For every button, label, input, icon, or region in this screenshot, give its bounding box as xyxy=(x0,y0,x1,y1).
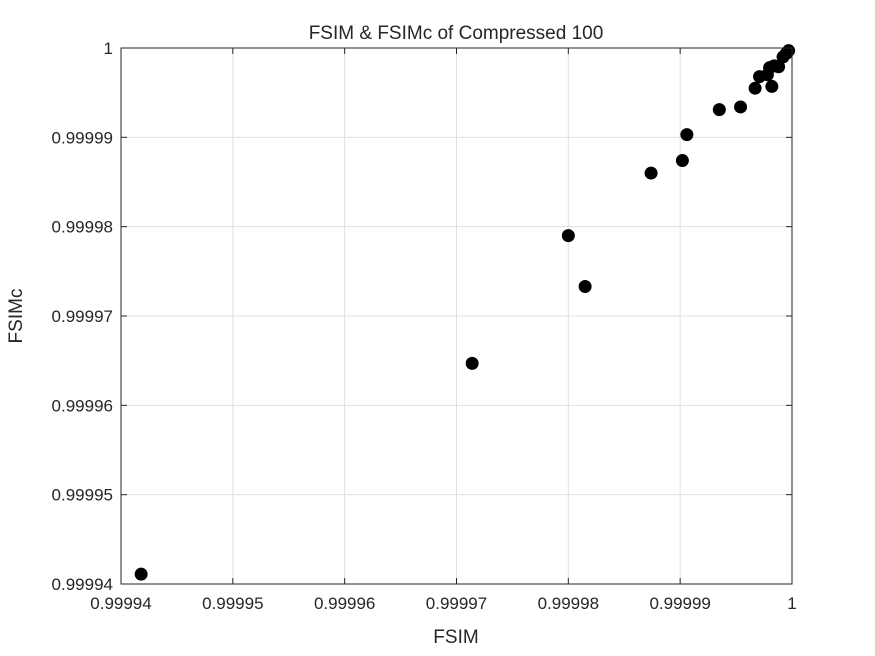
data-point xyxy=(765,79,779,93)
x-tick-label: 0.99998 xyxy=(538,594,599,613)
data-points xyxy=(134,44,796,581)
y-tick-label: 0.99997 xyxy=(52,307,113,326)
data-point xyxy=(712,103,726,117)
data-point xyxy=(680,128,694,142)
data-point xyxy=(561,229,575,243)
y-axis-label: FSIMc xyxy=(6,289,27,344)
x-axis-label: FSIM xyxy=(433,627,478,648)
data-point xyxy=(782,44,796,58)
chart-title: FSIM & FSIMc of Compressed 100 xyxy=(309,23,604,44)
x-tick-label: 0.99999 xyxy=(649,594,710,613)
data-point xyxy=(772,60,786,74)
data-point xyxy=(465,356,479,370)
data-point xyxy=(748,81,762,95)
data-point xyxy=(578,280,592,294)
y-tick-label: 0.99994 xyxy=(52,575,113,594)
data-point xyxy=(675,154,689,168)
x-tick-label: 0.99997 xyxy=(426,594,487,613)
x-tick-label: 0.99994 xyxy=(90,594,151,613)
y-tick-label: 1 xyxy=(104,39,113,58)
x-tick-label: 1 xyxy=(787,594,796,613)
axis-ticks: 0.99994 0.99995 0.99996 0.99997 0.99998 0.999… xyxy=(52,39,797,613)
y-tick-label: 0.99995 xyxy=(52,486,113,505)
y-tick-label: 0.99998 xyxy=(52,218,113,237)
y-tick-label: 0.99999 xyxy=(52,128,113,147)
x-tick-label: 0.99996 xyxy=(314,594,375,613)
x-tick-label: 0.99995 xyxy=(202,594,263,613)
data-point xyxy=(134,567,148,581)
data-point xyxy=(734,100,748,114)
data-point xyxy=(644,166,658,180)
y-tick-label: 0.99996 xyxy=(52,396,113,415)
